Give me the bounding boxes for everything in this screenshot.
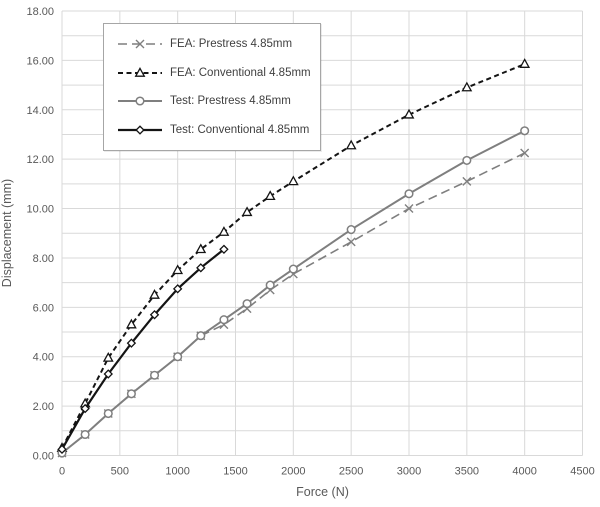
svg-text:2000: 2000 [281, 466, 305, 478]
solid-line-diamond-marker-icon [118, 125, 162, 135]
svg-text:6.00: 6.00 [33, 302, 54, 314]
legend: FEA: Prestress 4.85mm FEA: Conventional … [103, 23, 321, 151]
series-1 [56, 58, 531, 452]
svg-text:14.00: 14.00 [26, 105, 54, 117]
legend-item-test-conventional: Test: Conventional 4.85mm [117, 124, 320, 136]
gridlines [61, 10, 583, 456]
svg-text:2500: 2500 [339, 466, 363, 478]
svg-text:3000: 3000 [397, 466, 421, 478]
svg-text:1000: 1000 [165, 466, 189, 478]
svg-text:1500: 1500 [223, 466, 247, 478]
legend-label-test-prestress: Test: Prestress 4.85mm [170, 95, 291, 108]
series-3 [57, 244, 229, 455]
legend-label-fea-prestress: FEA: Prestress 4.85mm [170, 38, 293, 51]
svg-text:0: 0 [59, 466, 65, 478]
svg-text:10.00: 10.00 [26, 204, 54, 216]
legend-label-test-conventional: Test: Conventional 4.85mm [170, 123, 310, 136]
x-tick-labels: 0 500 1000 1500 2000 2500 3000 3500 4000 4500 [59, 466, 595, 478]
solid-line-circle-marker-icon [118, 96, 162, 106]
svg-text:0.00: 0.00 [33, 451, 54, 463]
svg-text:8.00: 8.00 [33, 253, 54, 265]
legend-label-fea-conventional: FEA: Conventional 4.85mm [170, 66, 311, 79]
dashed-line-triangle-marker-icon [118, 66, 162, 77]
svg-text:4.00: 4.00 [33, 352, 54, 364]
svg-text:4500: 4500 [570, 466, 594, 478]
legend-item-fea-prestress: FEA: Prestress 4.85mm [117, 38, 320, 50]
svg-text:500: 500 [111, 466, 129, 478]
x-axis-title: Force (N) [296, 485, 349, 499]
dashed-line-x-marker-icon [118, 39, 162, 49]
y-axis-title: Displacement (mm) [0, 178, 14, 288]
svg-text:2.00: 2.00 [33, 401, 54, 413]
svg-text:16.00: 16.00 [26, 55, 54, 67]
legend-item-test-prestress: Test: Prestress 4.85mm [117, 95, 320, 107]
svg-text:3500: 3500 [455, 466, 479, 478]
legend-item-fea-conventional: FEA: Conventional 4.85mm [117, 67, 320, 79]
series-2 [57, 126, 530, 458]
svg-text:12.00: 12.00 [26, 154, 54, 166]
svg-text:18.00: 18.00 [26, 6, 54, 18]
svg-text:4000: 4000 [512, 466, 536, 478]
y-tick-labels: 0.00 2.00 4.00 6.00 8.00 10.00 12.00 14.00 16.00… [26, 6, 54, 463]
